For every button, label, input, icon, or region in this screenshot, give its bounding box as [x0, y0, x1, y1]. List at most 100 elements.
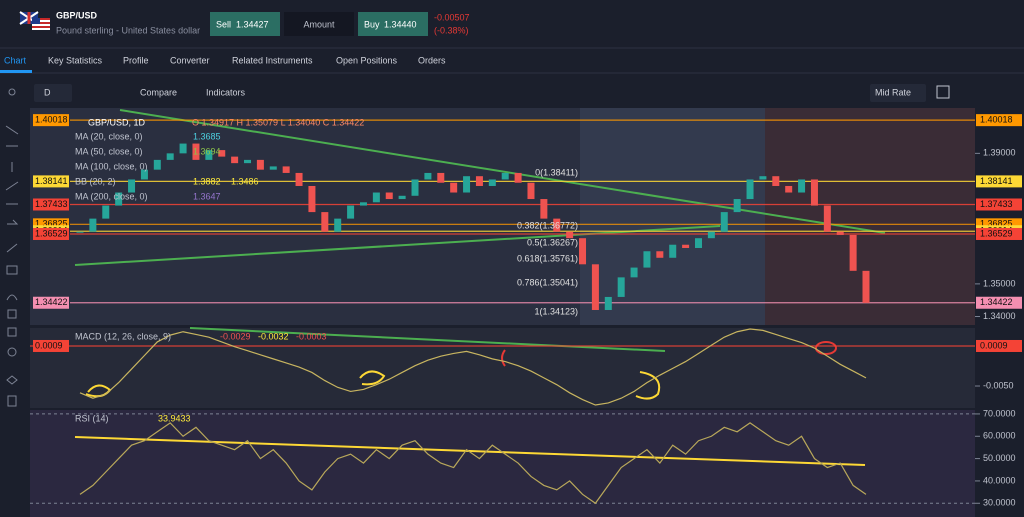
candle: [140, 169, 148, 180]
indicator-name: MA (200, close, 0): [75, 191, 148, 201]
candle: [102, 205, 110, 219]
tab[interactable]: Related Instruments: [232, 55, 313, 65]
candle: [295, 172, 303, 186]
interval-select[interactable]: [34, 84, 72, 102]
annotation: [359, 370, 386, 386]
buy-button[interactable]: [358, 12, 428, 36]
trend-line: [74, 225, 721, 266]
tab[interactable]: Open Positions: [336, 55, 398, 65]
amount-label[interactable]: Amount: [303, 19, 335, 29]
axis-label: 1.40018: [980, 115, 1013, 125]
candle: [192, 143, 200, 160]
flag-icon: [19, 11, 50, 30]
axis-label: 0.0009: [980, 340, 1008, 350]
trend-line: [189, 327, 666, 352]
macd-pane: [30, 328, 975, 408]
rsi-reading: 33.9433: [158, 413, 191, 423]
macd-reading: -0.0003: [296, 331, 327, 341]
fib-label: 0.618(1.35761): [517, 253, 578, 263]
tab[interactable]: Orders: [418, 55, 446, 65]
annotation: [635, 371, 661, 400]
candle: [128, 179, 136, 193]
sell-price[interactable]: 1.34427: [236, 19, 269, 29]
axis-label: 1.35000: [983, 278, 1016, 288]
annotation: [815, 341, 837, 355]
candle: [514, 172, 522, 183]
candle: [694, 238, 702, 248]
axis-label: 70.0000: [983, 408, 1016, 418]
indicator-value: 1.3486: [231, 176, 259, 186]
fib-label: 0(1.38411): [535, 167, 578, 177]
candle: [372, 192, 380, 203]
axis-label: 40.0000: [983, 475, 1016, 485]
indicator-value: 1.3647: [193, 191, 221, 201]
axis-label: 1.36529: [980, 228, 1013, 238]
candle: [166, 153, 174, 160]
rate-select[interactable]: [870, 84, 926, 102]
candle: [501, 172, 509, 180]
axis-label: 1.38141: [35, 176, 68, 186]
axis-label: 1.37433: [35, 199, 68, 209]
candle: [256, 159, 264, 170]
candle: [527, 182, 535, 200]
candle: [398, 195, 406, 200]
fib-label: 0.5(1.36267): [527, 237, 578, 247]
candle: [205, 150, 213, 160]
rate[interactable]: Mid Rate: [875, 87, 911, 97]
candle: [347, 205, 355, 219]
fib-label: 0.382(1.36772): [517, 220, 578, 230]
tab[interactable]: Chart: [4, 55, 27, 65]
shaded-region: [765, 108, 975, 325]
axis-label: 1.34422: [980, 297, 1013, 307]
candle: [798, 179, 806, 193]
sidebar: [0, 80, 24, 517]
tab[interactable]: Profile: [123, 55, 149, 65]
tab[interactable]: Converter: [170, 55, 210, 65]
axis-label-bg: [976, 227, 1022, 240]
checkbox[interactable]: [936, 85, 950, 99]
candle: [218, 150, 226, 157]
candle: [643, 251, 651, 268]
change: -0.00507: [434, 12, 470, 22]
candle: [450, 182, 458, 193]
buy-label[interactable]: Buy: [364, 19, 380, 29]
axis-label: -0.0050: [983, 380, 1014, 390]
candle: [823, 205, 831, 232]
axis-label: 1.40018: [35, 115, 68, 125]
buy-price[interactable]: 1.34440: [384, 19, 417, 29]
description: Pound sterling - United States dollar: [56, 25, 200, 35]
candle: [89, 218, 97, 232]
tab[interactable]: Key Statistics: [48, 55, 103, 65]
indicator-name: MA (100, close, 0): [75, 161, 148, 171]
indicator-value: 1.3694: [193, 146, 221, 156]
candle: [488, 179, 496, 186]
sell-button[interactable]: [210, 12, 280, 36]
indicator-value: 1.3685: [193, 131, 221, 141]
candle: [810, 179, 818, 206]
axis-label: 60.0000: [983, 431, 1016, 441]
candle: [231, 156, 239, 164]
axis-label-bg: [976, 296, 1022, 309]
interval[interactable]: D: [44, 87, 51, 97]
axis-label-bg: [976, 175, 1022, 188]
indicators[interactable]: Indicators: [206, 87, 246, 97]
axis-label: 0.0009: [35, 340, 63, 350]
indicator-name: MA (20, close, 0): [75, 131, 143, 141]
amount-input[interactable]: [284, 12, 354, 36]
candle: [424, 172, 432, 180]
axis-label-bg: [33, 175, 69, 188]
candle: [785, 185, 793, 193]
candle: [334, 218, 342, 232]
active-tab-underline: [0, 70, 32, 73]
sell-label[interactable]: Sell: [216, 19, 231, 29]
candle: [76, 231, 84, 233]
axis-label: 1.34422: [35, 297, 68, 307]
candle: [244, 159, 252, 164]
compare[interactable]: Compare: [140, 87, 177, 97]
candle: [656, 251, 664, 258]
candle: [772, 176, 780, 186]
axis-label: 1.36825: [35, 219, 68, 229]
macd-reading: -0.0032: [258, 331, 289, 341]
indicator-line: [79, 328, 867, 406]
change-pct: (-0.38%): [434, 25, 469, 35]
